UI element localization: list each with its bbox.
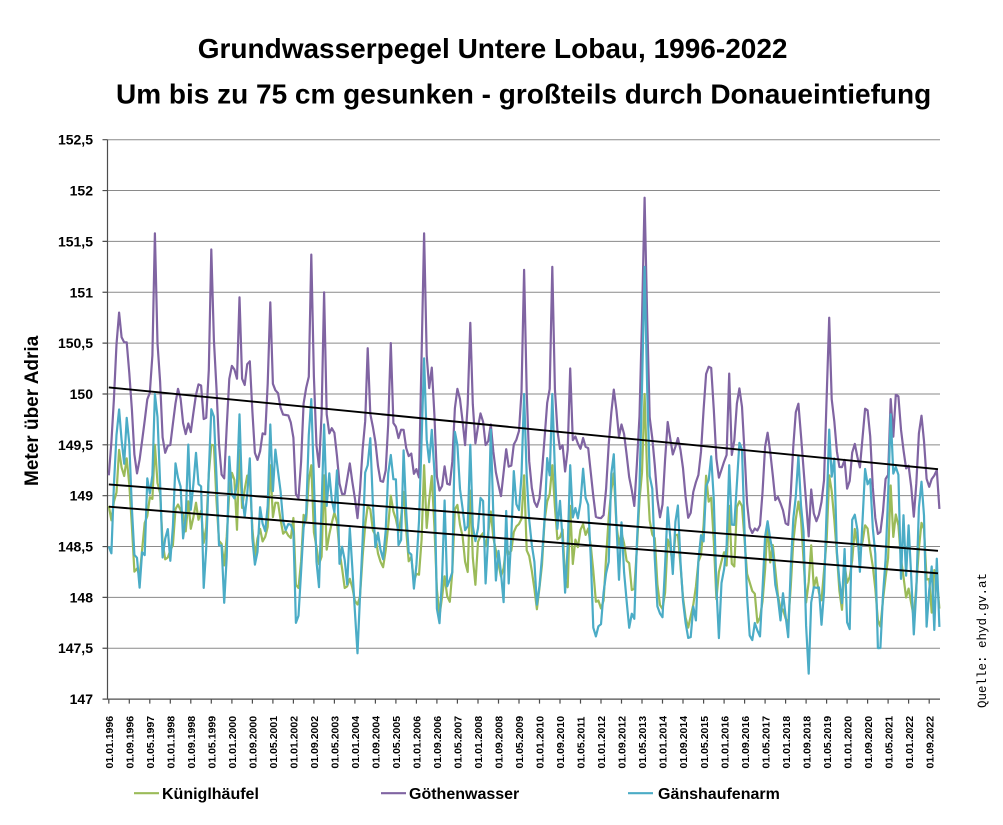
svg-text:01.09.2006: 01.09.2006 bbox=[432, 716, 444, 769]
svg-text:01.09.2016: 01.09.2016 bbox=[740, 716, 752, 769]
svg-text:01.01.2020: 01.01.2020 bbox=[842, 716, 854, 769]
svg-text:01.01.2002: 01.01.2002 bbox=[289, 716, 301, 769]
svg-text:01.09.2012: 01.09.2012 bbox=[617, 716, 629, 769]
svg-text:Grundwasserpegel Untere Lobau,: Grundwasserpegel Untere Lobau, 1996-2022 bbox=[198, 33, 788, 64]
svg-text:150: 150 bbox=[70, 386, 94, 402]
svg-text:Quelle: ehyd.gv.at: Quelle: ehyd.gv.at bbox=[976, 573, 990, 708]
svg-text:150,5: 150,5 bbox=[58, 335, 93, 351]
svg-text:01.01.2008: 01.01.2008 bbox=[473, 716, 485, 769]
svg-text:01.01.2022: 01.01.2022 bbox=[904, 716, 916, 769]
svg-text:01.09.2018: 01.09.2018 bbox=[801, 716, 813, 769]
svg-text:148: 148 bbox=[70, 589, 94, 605]
svg-text:01.09.2020: 01.09.2020 bbox=[863, 716, 875, 769]
svg-text:01.01.2004: 01.01.2004 bbox=[350, 716, 362, 769]
svg-text:01.09.2014: 01.09.2014 bbox=[678, 716, 690, 769]
svg-text:147,5: 147,5 bbox=[58, 640, 93, 656]
svg-text:151: 151 bbox=[70, 284, 94, 300]
svg-text:01.01.2012: 01.01.2012 bbox=[596, 716, 608, 769]
svg-text:01.01.2010: 01.01.2010 bbox=[535, 716, 547, 769]
svg-text:Meter über Adria: Meter über Adria bbox=[22, 335, 43, 486]
svg-text:01.01.1996: 01.01.1996 bbox=[104, 716, 116, 769]
svg-text:01.05.2001: 01.05.2001 bbox=[268, 716, 280, 769]
svg-text:01.05.2019: 01.05.2019 bbox=[822, 716, 834, 769]
svg-text:01.09.2008: 01.09.2008 bbox=[494, 716, 506, 769]
svg-text:01.09.1996: 01.09.1996 bbox=[125, 716, 137, 769]
svg-text:01.05.1999: 01.05.1999 bbox=[207, 716, 219, 769]
svg-text:01.09.2022: 01.09.2022 bbox=[924, 716, 936, 769]
svg-text:01.01.2014: 01.01.2014 bbox=[658, 716, 670, 769]
svg-text:01.09.2000: 01.09.2000 bbox=[248, 716, 260, 769]
svg-text:Göthenwasser: Göthenwasser bbox=[409, 786, 519, 803]
svg-text:Gänshaufenarm: Gänshaufenarm bbox=[658, 786, 780, 803]
svg-text:01.05.2017: 01.05.2017 bbox=[760, 716, 772, 769]
svg-text:01.01.2000: 01.01.2000 bbox=[227, 716, 239, 769]
svg-text:148,5: 148,5 bbox=[58, 539, 93, 555]
svg-text:01.05.2021: 01.05.2021 bbox=[883, 716, 895, 769]
svg-text:151,5: 151,5 bbox=[58, 233, 93, 249]
svg-text:01.05.2003: 01.05.2003 bbox=[330, 716, 342, 769]
svg-text:01.01.2006: 01.01.2006 bbox=[412, 716, 424, 769]
svg-text:152: 152 bbox=[70, 183, 94, 199]
svg-text:147: 147 bbox=[70, 691, 94, 707]
svg-text:01.05.2013: 01.05.2013 bbox=[637, 716, 649, 769]
svg-text:152,5: 152,5 bbox=[58, 132, 93, 148]
svg-text:01.05.2009: 01.05.2009 bbox=[514, 716, 526, 769]
svg-text:01.01.2016: 01.01.2016 bbox=[719, 716, 731, 769]
svg-text:Küniglhäufel: Küniglhäufel bbox=[162, 786, 259, 803]
svg-text:01.05.2007: 01.05.2007 bbox=[453, 716, 465, 769]
svg-text:149: 149 bbox=[70, 488, 94, 504]
svg-text:01.09.2004: 01.09.2004 bbox=[371, 716, 383, 769]
svg-text:01.09.2010: 01.09.2010 bbox=[555, 716, 567, 769]
svg-text:149,5: 149,5 bbox=[58, 437, 93, 453]
svg-text:01.09.1998: 01.09.1998 bbox=[186, 716, 198, 769]
svg-text:01.01.2018: 01.01.2018 bbox=[781, 716, 793, 769]
svg-text:01.05.1997: 01.05.1997 bbox=[145, 716, 157, 769]
svg-text:01.05.2005: 01.05.2005 bbox=[391, 716, 403, 769]
svg-text:01.01.1998: 01.01.1998 bbox=[166, 716, 178, 769]
svg-text:Um bis zu 75 cm gesunken - gro: Um bis zu 75 cm gesunken - großteils dur… bbox=[116, 79, 931, 110]
svg-text:01.05.2015: 01.05.2015 bbox=[699, 716, 711, 769]
svg-text:01.09.2002: 01.09.2002 bbox=[309, 716, 321, 769]
svg-text:01.05.2011: 01.05.2011 bbox=[576, 716, 588, 768]
